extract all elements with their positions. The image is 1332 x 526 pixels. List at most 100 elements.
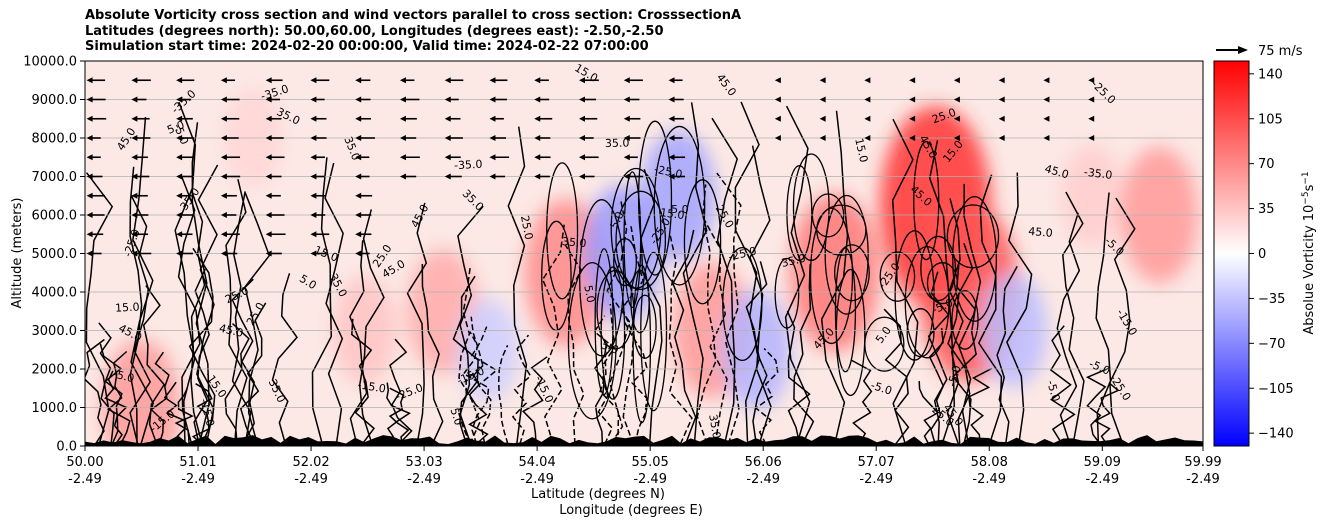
y-axis: 0.0 1000.0 2000.0 3000.0 4000.0 5000.0 6000.0 7… [23,55,85,455]
contour-line-86 [672,229,697,445]
contour-ring-14 [809,207,854,345]
y-tick-label-4: 4000.0 [32,286,78,301]
wind-vector-head-7-4 [265,212,272,218]
contour-line-78 [1056,212,1081,445]
wind-vector-head-7-5 [310,212,317,218]
wind-vector-head-2-8 [444,115,451,122]
wind-vector-head-0-0 [86,77,93,84]
wind-vector-head-4-11 [579,154,586,161]
x-tick-label-lat-7: 57.07 [858,455,895,470]
contour-line-1 [946,198,964,445]
contour-label-59: 5.0 [165,118,186,137]
wind-vector-head-8-4 [265,231,272,238]
colorbar-tick-label-1: 105 [1258,112,1283,127]
wind-vector-head-4-3 [220,154,227,161]
colorbar-tick-label-2: 70 [1258,157,1275,172]
wind-arrow-small-3-6 [1043,135,1050,141]
contour-line-12 [142,285,166,445]
wind-vector-head-4-6 [355,154,362,161]
contour-label-49: -35.0 [454,158,483,172]
colorbar-label: Absolue Vorticity 10−5s−1 [1301,171,1317,334]
wind-vector-head-2-11 [579,115,586,122]
contour-label-40: 45.0 [1028,225,1054,240]
contour-label-19: -5.0 [112,367,136,385]
wind-vectors [86,77,1095,257]
contour-line-94 [386,382,411,445]
wind-vector-head-9-6 [355,250,362,257]
wind-vector-head-6-4 [265,192,272,199]
wind-vector-head-5-12 [623,173,630,180]
contour-line-38 [324,162,344,445]
contour-label-15: 15.0 [659,206,685,222]
wind-vector-head-5-5 [310,173,317,180]
wind-arrow-small-3-1 [819,135,826,141]
contour-ring-22 [824,194,869,315]
contour-line-57 [311,157,333,445]
contour-line-74 [462,331,490,445]
contour-line-71 [358,209,385,445]
contour-ring-38 [633,294,657,359]
wind-vector-head-2-12 [623,115,630,122]
contour-ring-37 [613,238,638,287]
contour-ring-35 [835,268,866,397]
contour-line-33 [1093,382,1120,445]
contour-line-85 [977,174,1003,445]
wind-vector-head-6-3 [220,192,227,199]
wind-vector-head-2-2 [176,115,183,122]
wind-vector-head-1-13 [668,96,675,103]
wind-vector-head-4-12 [623,154,630,161]
wind-vector-head-3-12 [623,135,630,141]
y-axis-label: Altitude (meters) [10,198,25,309]
y-tick-label-8: 8000.0 [32,132,78,147]
y-tick-label-5: 5000.0 [32,247,78,262]
contour-ring-12 [615,190,667,291]
wind-arrow-small-0-3 [909,77,916,84]
contour-line-53 [749,145,772,445]
wind-vector-head-4-1 [131,154,138,161]
y-tick-label-1: 1000.0 [32,401,78,416]
colorbar-ticks: 140 105 70 35 0 −35 −70 −105 −140 [1249,67,1294,442]
wind-vector-head-3-1 [131,135,138,141]
wind-vector-head-7-0 [86,212,93,218]
contour-line-68 [891,118,919,445]
wind-arrow-small-2-0 [774,115,781,122]
wind-arrow-small-1-6 [1043,96,1050,103]
wind-vector-head-1-5 [310,96,317,103]
wind-vector-head-1-7 [399,96,406,103]
x-axis-label-latitude: Latitude (degrees N) [531,487,665,502]
wind-vector-head-5-3 [220,173,227,180]
contour-ring-39 [653,125,706,286]
wind-vector-head-0-4 [265,77,272,84]
contour-line-93 [85,338,105,445]
contour-ring-3 [913,140,940,261]
wind-vector-head-6-2 [176,192,183,199]
contour-line-79 [711,117,739,445]
colorbar [1213,60,1250,447]
wind-vector-head-3-7 [399,135,406,141]
x-tick-label-lat-9: 59.09 [1084,455,1121,470]
wind-vector-head-5-8 [444,173,451,180]
wind-vector-head-8-3 [220,231,227,238]
wind-vector-head-1-8 [444,96,451,103]
x-tick-label-lat-1: 51.01 [179,455,216,470]
contour-ring-24 [946,204,1000,269]
contour-ring-30 [951,290,979,350]
wind-vector-head-1-6 [355,96,362,103]
contour-ring-1 [920,235,957,302]
x-tick-label-lat-3: 53.03 [405,455,442,470]
wind-arrow-small-0-5 [998,77,1005,84]
wind-vector-head-4-5 [310,154,317,161]
wind-vector-head-7-2 [176,212,183,218]
wind-arrow-small-0-1 [819,77,826,84]
x-tick-label-lon-1: -2.49 [181,472,215,487]
wind-arrow-small-2-3 [909,115,916,122]
x-tick-label-lon-2: -2.49 [294,472,328,487]
contour-line-24 [623,321,648,445]
x-tick-label-lon-4: -2.49 [520,472,554,487]
x-tick-label-lat-8: 58.08 [971,455,1008,470]
contour-line-52 [190,189,206,445]
wind-vector-head-5-11 [579,173,586,180]
wind-vector-head-0-9 [489,77,496,84]
wind-vector-head-9-1 [131,250,138,257]
